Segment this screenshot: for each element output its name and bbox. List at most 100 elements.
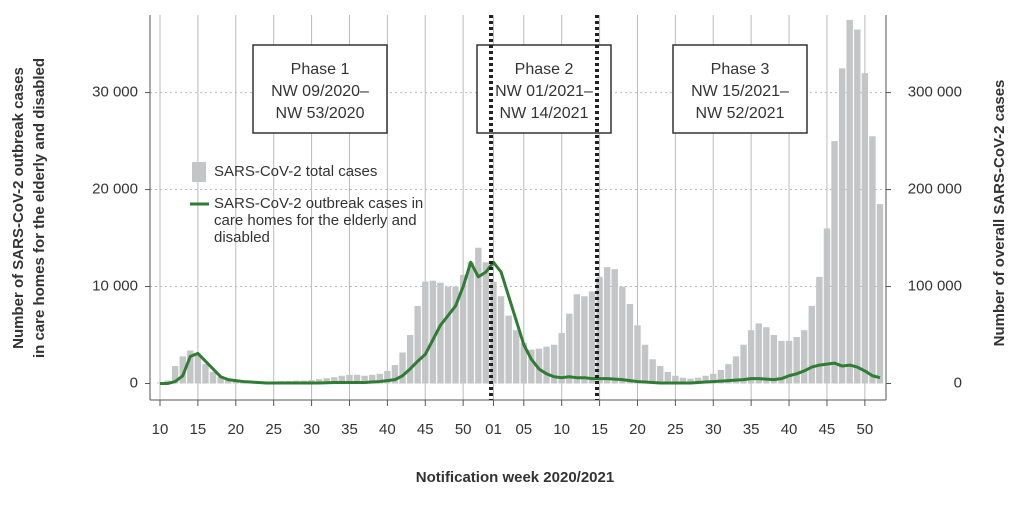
bar	[346, 374, 353, 384]
bar	[869, 136, 876, 384]
x-tick-label: 40	[379, 421, 396, 438]
bar	[596, 276, 603, 384]
bar	[406, 335, 414, 384]
bar	[528, 349, 535, 384]
x-tick-label: 01	[485, 421, 502, 438]
bar	[429, 280, 437, 384]
x-tick-label: 30	[705, 421, 722, 438]
phase-box	[252, 44, 388, 134]
x-tick-label: 45	[819, 421, 836, 438]
x-axis-title: Notification week 2020/2021	[416, 469, 614, 486]
bar	[505, 315, 512, 384]
x-tick-label: 15	[190, 421, 207, 438]
x-tick-label: 50	[455, 421, 472, 438]
y-axis-title: Number of SARS-CoV-2 outbreak cases	[10, 67, 27, 349]
bar	[315, 379, 323, 384]
bar	[710, 373, 717, 384]
bar	[353, 374, 361, 384]
bar	[838, 68, 846, 384]
bar	[603, 267, 611, 384]
bar	[361, 375, 368, 384]
bar	[717, 369, 725, 384]
phase-box	[672, 44, 808, 134]
bar	[437, 282, 444, 384]
x-tick-label: 05	[515, 421, 532, 438]
y-axis-title: in care homes for the elderly and disabl…	[31, 58, 48, 358]
bar	[626, 303, 634, 384]
bar	[535, 348, 543, 384]
bar	[876, 204, 884, 384]
x-tick-label: 10	[553, 421, 570, 438]
bar	[770, 335, 778, 384]
bar	[444, 286, 452, 384]
bar	[816, 276, 823, 384]
bar	[376, 373, 383, 384]
bar	[725, 364, 732, 384]
x-tick-label: 45	[417, 421, 434, 438]
x-tick-label: 30	[303, 421, 320, 438]
phase-label: Phase 3	[711, 61, 770, 78]
bar	[694, 377, 702, 384]
phase-label: NW 53/2020	[276, 105, 365, 122]
bar	[588, 291, 596, 384]
bar	[558, 333, 565, 384]
bar	[452, 286, 459, 384]
phase-label: NW 14/2021	[500, 105, 589, 122]
bar	[861, 73, 869, 384]
bar	[778, 340, 785, 384]
bar	[672, 375, 679, 384]
bar	[399, 352, 406, 384]
bar	[611, 269, 618, 384]
y-tick-label: 10 000	[92, 278, 138, 295]
bar	[187, 350, 194, 384]
bar	[459, 274, 467, 384]
x-tick-label: 40	[781, 421, 798, 438]
bar	[179, 356, 186, 384]
bar	[740, 344, 747, 384]
plot: 0 10 000 20 000 30 000 0 100 000 200 000 300 00…	[92, 15, 962, 438]
bar	[566, 313, 573, 384]
legend-swatch	[192, 162, 206, 182]
x-tick-label: 10	[152, 421, 169, 438]
bar	[793, 336, 800, 384]
x-tick-label: 15	[591, 421, 608, 438]
line	[160, 260, 881, 386]
bar	[649, 359, 656, 384]
x-tick-label: 25	[265, 421, 282, 438]
bar	[513, 330, 520, 384]
bar	[209, 371, 217, 384]
bar	[581, 296, 588, 384]
bar	[467, 262, 474, 384]
y2-tick-label: 300 000	[908, 84, 962, 101]
y-tick-label: 0	[130, 374, 138, 391]
bar	[763, 327, 770, 384]
x-tick-label: 35	[743, 421, 760, 438]
y2-tick-label: 100 000	[908, 278, 962, 295]
bar	[664, 371, 671, 384]
bar	[823, 228, 831, 384]
bar	[331, 377, 338, 384]
bar	[338, 375, 346, 384]
y2-tick-label: 200 000	[908, 181, 962, 198]
bar	[422, 281, 429, 384]
x-tick-label: 20	[227, 421, 244, 438]
bar	[687, 378, 694, 384]
bar	[732, 356, 740, 384]
y2-axis-title: Number of overall SARS-CoV-2 cases	[991, 80, 1008, 347]
phase-label: Phase 1	[291, 61, 350, 78]
bar	[369, 374, 376, 384]
x-tick-label: 25	[667, 421, 684, 438]
bar	[808, 305, 815, 384]
bar	[497, 296, 505, 384]
y-tick-label: 20 000	[92, 181, 138, 198]
phase-label: Phase 2	[515, 61, 574, 78]
phase-label: NW 52/2021	[696, 105, 785, 122]
phase-label: NW 01/2021–	[495, 83, 593, 100]
bar	[702, 375, 709, 384]
bar	[634, 325, 641, 384]
bar	[550, 344, 558, 384]
bar	[854, 29, 861, 384]
bar	[490, 281, 497, 384]
